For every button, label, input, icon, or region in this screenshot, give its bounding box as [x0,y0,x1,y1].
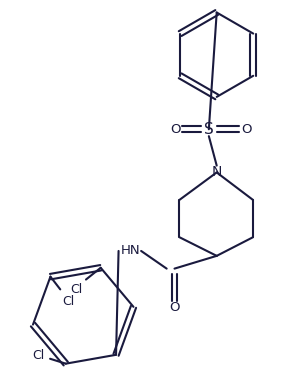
Text: Cl: Cl [62,295,74,308]
Text: N: N [211,165,222,180]
Text: O: O [169,301,180,314]
Text: O: O [170,123,181,136]
Text: Cl: Cl [32,349,45,362]
Text: HN: HN [121,245,140,258]
Text: Cl: Cl [70,283,82,296]
Text: O: O [241,123,251,136]
Text: S: S [204,122,214,137]
